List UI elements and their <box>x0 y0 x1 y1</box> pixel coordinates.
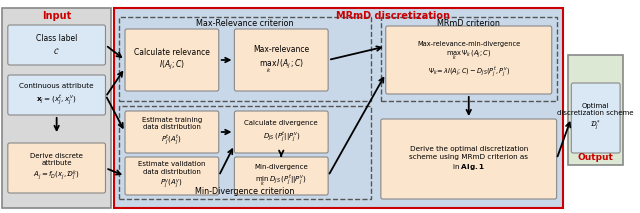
Text: Derive the optimal discretization
scheme using MRmD criterion as
in $\mathbf{Alg: Derive the optimal discretization scheme… <box>409 146 528 172</box>
Text: Optimal
discretization scheme
$\mathcal{D}_j^*$: Optimal discretization scheme $\mathcal{… <box>557 103 634 133</box>
Text: Calculate relevance
$I(A_j; C)$: Calculate relevance $I(A_j; C)$ <box>134 48 210 72</box>
Bar <box>2 8 111 208</box>
Text: Max-relevance-min-divergence
$\max_k\,\Psi_k(A_j; C)$
$\Psi_k\!= \lambda I(A_j; : Max-relevance-min-divergence $\max_k\,\P… <box>417 40 520 79</box>
Text: Derive discrete
attribute
$A_j = f_D(x_j, \mathcal{D}_j^k)$: Derive discrete attribute $A_j = f_D(x_j… <box>30 153 83 183</box>
Text: MRmD criterion: MRmD criterion <box>437 20 500 29</box>
Bar <box>119 106 371 199</box>
Bar <box>381 17 557 101</box>
Text: Output: Output <box>578 154 614 163</box>
Text: Min-Divergence criterion: Min-Divergence criterion <box>195 187 295 196</box>
FancyBboxPatch shape <box>234 29 328 91</box>
Text: Estimate training
data distribution
$P_j^t(A_j^t)$: Estimate training data distribution $P_j… <box>141 117 202 147</box>
FancyBboxPatch shape <box>386 26 552 94</box>
FancyBboxPatch shape <box>572 83 620 153</box>
Text: Max-relevance
$\max_k\, I(A_j; C)$: Max-relevance $\max_k\, I(A_j; C)$ <box>253 46 309 75</box>
FancyBboxPatch shape <box>8 25 106 65</box>
Text: MRmD discretization: MRmD discretization <box>336 11 450 21</box>
FancyBboxPatch shape <box>125 111 219 153</box>
Bar <box>119 17 371 101</box>
FancyBboxPatch shape <box>234 157 328 195</box>
Text: Estimate validation
data distribution
$P_j^v(A_j^v)$: Estimate validation data distribution $P… <box>138 161 205 191</box>
Bar <box>568 55 623 165</box>
FancyBboxPatch shape <box>381 119 557 199</box>
FancyBboxPatch shape <box>125 29 219 91</box>
Text: Min-divergence
$\min_k\, D_{JS}(P_j^t||P_j^v)$: Min-divergence $\min_k\, D_{JS}(P_j^t||P… <box>254 164 308 188</box>
FancyBboxPatch shape <box>125 157 219 195</box>
Bar <box>115 8 563 208</box>
FancyBboxPatch shape <box>8 75 106 115</box>
FancyBboxPatch shape <box>8 143 106 193</box>
Text: Class label
$\mathcal{C}$: Class label $\mathcal{C}$ <box>36 34 77 56</box>
Text: Continuous attribute
$\mathbf{x}_j = (x_j^t, x_j^v)$: Continuous attribute $\mathbf{x}_j = (x_… <box>19 83 94 106</box>
Text: Calculate divergence
$D_{JS}\,(P_j^t||P_j^v)$: Calculate divergence $D_{JS}\,(P_j^t||P_… <box>244 121 318 144</box>
Text: Max-Relevance criterion: Max-Relevance criterion <box>196 20 294 29</box>
FancyBboxPatch shape <box>234 111 328 153</box>
Text: Input: Input <box>42 11 71 21</box>
